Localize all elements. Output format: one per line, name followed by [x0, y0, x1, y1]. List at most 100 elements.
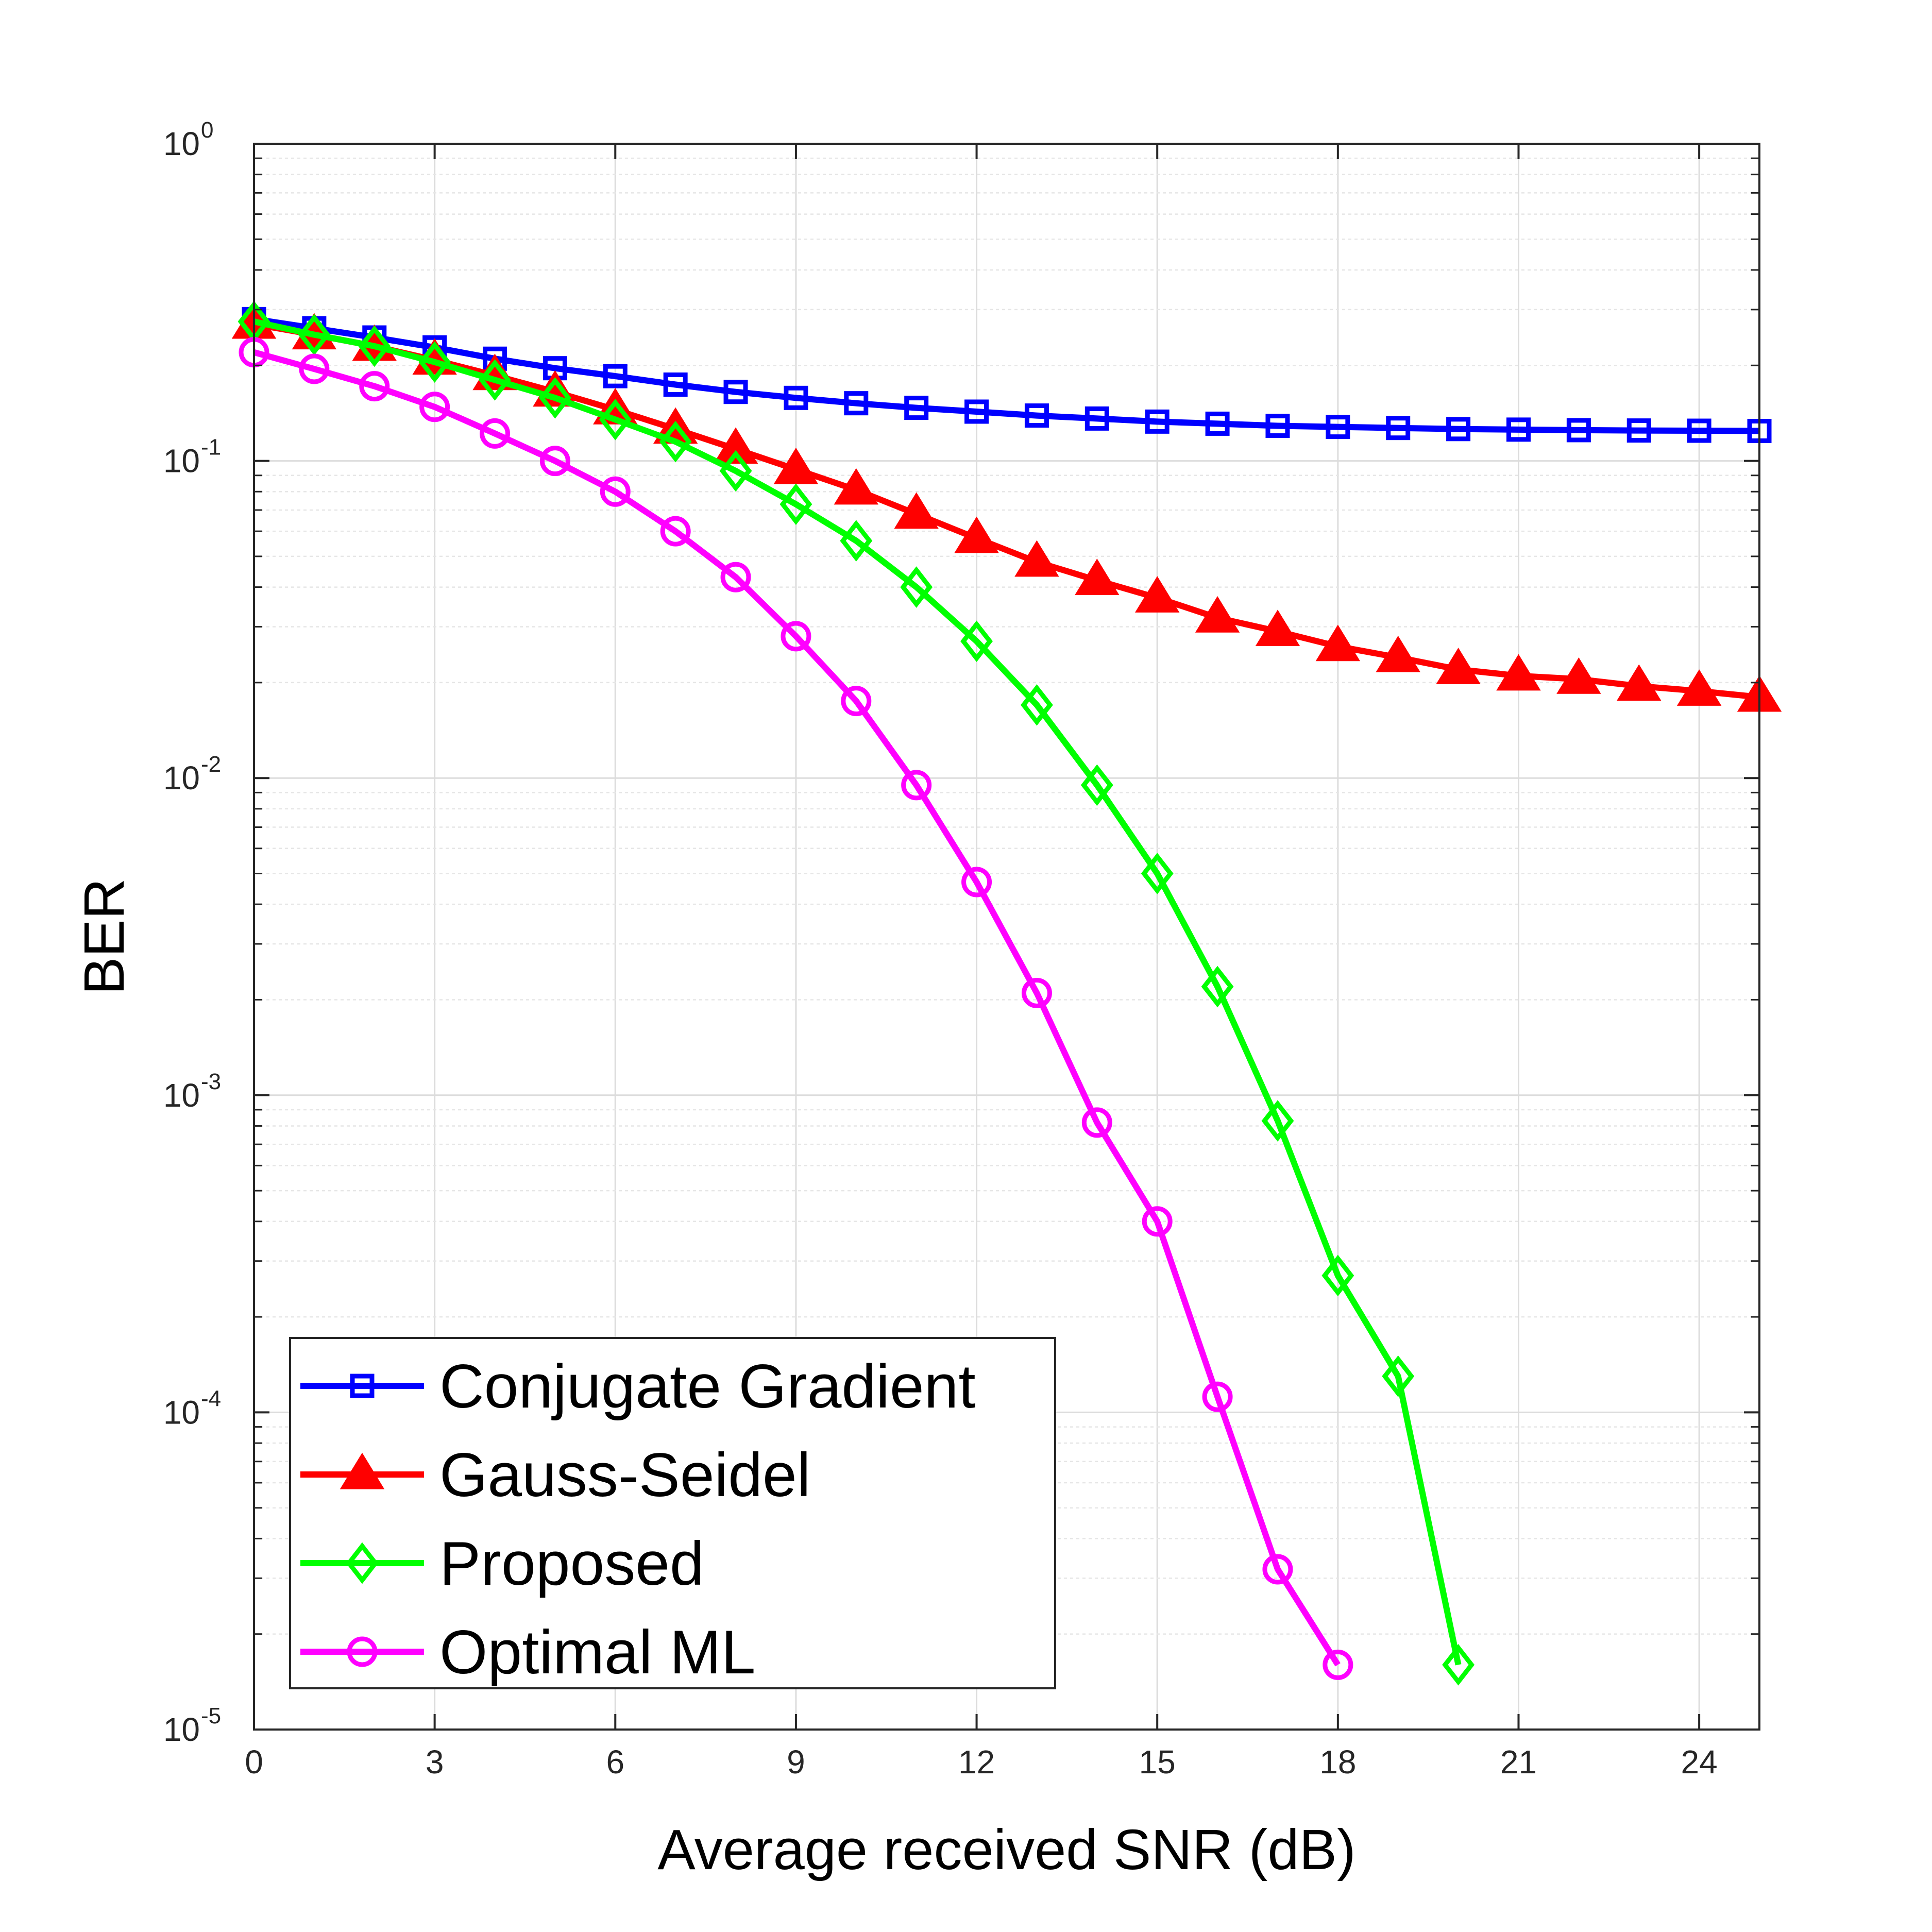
data-point-conjugate-gradient — [723, 380, 748, 404]
data-point-conjugate-gradient — [1506, 417, 1531, 442]
data-point-proposed — [840, 520, 873, 562]
data-point-gauss-seidel — [713, 427, 758, 464]
data-point-proposed — [599, 399, 632, 440]
series — [231, 300, 1782, 1686]
legend-label-proposed: Proposed — [439, 1529, 704, 1598]
data-point-conjugate-gradient — [784, 385, 808, 410]
data-point-proposed — [960, 620, 993, 662]
legend-marker-gauss-seidel — [340, 1452, 385, 1489]
data-point-gauss-seidel — [1436, 648, 1481, 684]
y-tick-exponent: -4 — [201, 1386, 221, 1411]
data-point-gauss-seidel — [1556, 657, 1601, 694]
data-point-proposed — [1080, 764, 1113, 806]
data-point-optimal-ml — [720, 562, 751, 592]
data-point-optimal-ml — [539, 446, 570, 477]
data-point-optimal-ml — [901, 770, 932, 801]
data-point-gauss-seidel — [1496, 654, 1541, 691]
data-point-conjugate-gradient — [1084, 406, 1109, 431]
data-point-proposed — [1442, 1644, 1475, 1686]
y-tick-label: 10 — [163, 443, 200, 480]
data-point-proposed — [1020, 684, 1053, 726]
data-point-optimal-ml — [781, 621, 811, 652]
legend-item-optimal-ml: Optimal ML — [300, 1618, 755, 1687]
x-tick-label: 0 — [245, 1743, 263, 1781]
y-tick-label: 10 — [163, 125, 200, 162]
data-point-conjugate-gradient — [1024, 403, 1049, 428]
data-point-optimal-ml — [1081, 1107, 1112, 1138]
y-tick-label: 10 — [163, 1711, 200, 1748]
data-point-conjugate-gradient — [904, 396, 929, 420]
data-point-gauss-seidel — [1075, 558, 1120, 596]
data-point-optimal-ml — [1142, 1206, 1173, 1237]
data-point-proposed — [1261, 1100, 1294, 1142]
legend-item-conjugate-gradient: Conjugate Gradient — [300, 1352, 976, 1421]
x-tick-label: 3 — [426, 1743, 444, 1781]
data-point-proposed — [1321, 1255, 1354, 1297]
data-point-gauss-seidel — [954, 516, 999, 553]
data-point-gauss-seidel — [1617, 664, 1662, 701]
y-tick-exponent: 0 — [201, 117, 213, 143]
data-point-optimal-ml — [480, 418, 511, 449]
data-point-optimal-ml — [299, 353, 330, 384]
series-proposed — [238, 300, 1475, 1686]
legend-marker-proposed — [346, 1542, 379, 1584]
x-tick-label: 21 — [1500, 1743, 1537, 1781]
y-tick-exponent: -2 — [201, 752, 221, 777]
data-point-conjugate-gradient — [1446, 417, 1471, 442]
data-point-gauss-seidel — [834, 468, 879, 505]
data-point-gauss-seidel — [1134, 576, 1180, 613]
data-point-conjugate-gradient — [844, 391, 869, 416]
data-point-conjugate-gradient — [964, 399, 989, 424]
x-tick-label: 15 — [1139, 1743, 1176, 1781]
series-line-optimal-ml — [253, 349, 1341, 1667]
data-point-proposed — [1141, 853, 1174, 894]
data-point-conjugate-gradient — [1326, 415, 1350, 439]
y-tick-exponent: -3 — [201, 1069, 221, 1094]
data-point-proposed — [719, 450, 752, 492]
data-point-gauss-seidel — [773, 447, 819, 484]
x-tick-label: 9 — [787, 1743, 805, 1781]
legend-item-proposed: Proposed — [300, 1529, 704, 1598]
data-point-optimal-ml — [1021, 977, 1052, 1008]
y-tick-exponent: -5 — [201, 1703, 221, 1728]
data-point-conjugate-gradient — [1687, 418, 1711, 443]
data-point-proposed — [418, 341, 451, 383]
data-point-conjugate-gradient — [1566, 418, 1591, 443]
data-point-proposed — [298, 314, 331, 355]
data-point-optimal-ml — [600, 476, 631, 507]
data-point-proposed — [1382, 1355, 1415, 1397]
data-point-optimal-ml — [359, 371, 390, 402]
legend-label-optimal-ml: Optimal ML — [439, 1618, 755, 1687]
data-point-optimal-ml — [419, 392, 450, 422]
data-point-conjugate-gradient — [1145, 409, 1170, 434]
data-point-optimal-ml — [1262, 1554, 1293, 1585]
legend: Conjugate Gradient Gauss-Seidel Proposed Op… — [289, 1337, 1056, 1689]
y-tick-label: 10 — [163, 759, 200, 796]
x-axis-title: Average received SNR (dB) — [657, 1818, 1355, 1882]
data-point-optimal-ml — [660, 516, 691, 547]
legend-label-gauss-seidel: Gauss-Seidel — [439, 1440, 810, 1510]
data-point-gauss-seidel — [894, 492, 939, 529]
data-point-conjugate-gradient — [1205, 411, 1230, 436]
plot-frame — [253, 143, 1760, 1731]
data-point-gauss-seidel — [1315, 624, 1361, 662]
x-tick-label: 6 — [606, 1743, 624, 1781]
data-point-optimal-ml — [1202, 1381, 1233, 1412]
data-point-optimal-ml — [841, 686, 872, 717]
legend-label-conjugate-gradient: Conjugate Gradient — [439, 1352, 976, 1421]
data-point-gauss-seidel — [1376, 635, 1420, 672]
data-point-proposed — [659, 420, 692, 463]
y-tick-label: 10 — [163, 1077, 200, 1114]
data-point-conjugate-gradient — [603, 364, 628, 388]
legend-marker-optimal-ml — [347, 1636, 378, 1667]
series-line-proposed — [253, 318, 1462, 1666]
data-point-conjugate-gradient — [1386, 416, 1411, 440]
series-optimal-ml — [239, 337, 1353, 1680]
data-point-proposed — [538, 377, 571, 419]
data-point-conjugate-gradient — [1265, 414, 1290, 438]
data-point-proposed — [358, 325, 391, 367]
data-point-proposed — [900, 566, 933, 608]
data-point-optimal-ml — [961, 867, 992, 897]
